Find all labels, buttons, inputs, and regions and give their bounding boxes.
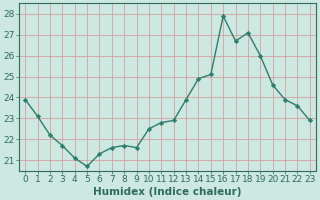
X-axis label: Humidex (Indice chaleur): Humidex (Indice chaleur) [93,187,242,197]
